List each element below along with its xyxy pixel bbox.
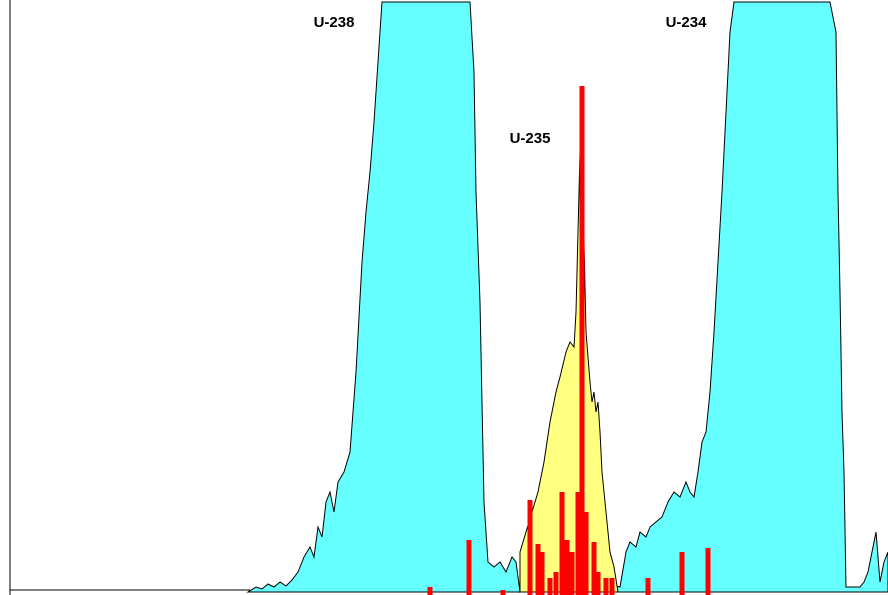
- bar-mark: [466, 540, 472, 595]
- bar-mark: [583, 512, 589, 595]
- bar-mark: [705, 548, 711, 595]
- bar-mark: [547, 578, 553, 595]
- bar-mark: [539, 552, 545, 595]
- bar-series-group: [427, 86, 711, 595]
- bar-mark: [603, 578, 609, 595]
- bar-mark: [553, 572, 559, 595]
- bar-mark: [559, 492, 565, 595]
- bar-mark: [427, 587, 433, 595]
- bar-mark: [679, 552, 685, 595]
- bar-mark: [595, 572, 601, 595]
- bar-mark: [645, 578, 651, 595]
- bar-mark: [535, 544, 541, 595]
- bar-mark: [500, 590, 506, 595]
- bar-mark: [569, 552, 575, 595]
- peak-label: U-235: [510, 130, 551, 147]
- peak-label: U-234: [666, 14, 708, 31]
- peak-label: U-238: [314, 14, 355, 31]
- peak-labels-group: U-238 U-235 U-234: [314, 14, 708, 147]
- bar-mark: [564, 540, 570, 595]
- bar-mark: [609, 578, 615, 595]
- bar-mark: [527, 500, 533, 595]
- area-series-group: [246, 1, 888, 593]
- bar-mark: [591, 542, 597, 595]
- bar-mark: [575, 492, 581, 595]
- bar-mark: [579, 86, 585, 595]
